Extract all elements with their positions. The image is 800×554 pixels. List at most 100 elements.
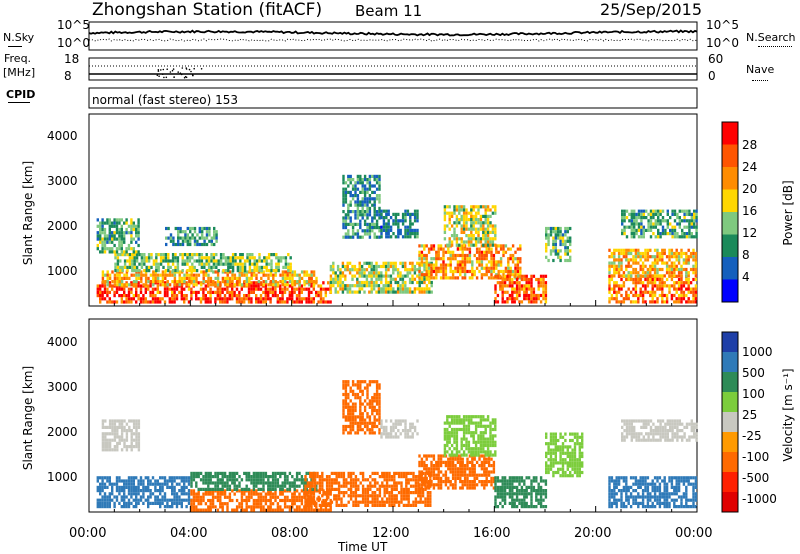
heatmap-cell [342, 178, 345, 182]
heatmap-cell [300, 475, 304, 479]
y-tick-label-power: 1000 [47, 264, 78, 278]
heatmap-cell [255, 265, 259, 269]
heatmap-cell [430, 269, 433, 274]
heatmap-cell [695, 235, 698, 239]
heatmap-cell [479, 218, 483, 222]
heatmap-cell [121, 269, 124, 273]
freq-scatter-point [180, 73, 183, 76]
heatmap-cell [668, 251, 671, 256]
heatmap-cell [106, 234, 109, 238]
heatmap-cell [411, 422, 414, 426]
heatmap-cell [685, 209, 689, 213]
heatmap-cell [180, 498, 183, 502]
heatmap-cell [336, 284, 340, 288]
heatmap-cell [347, 396, 350, 400]
heatmap-cell [137, 419, 141, 423]
heatmap-cell [490, 257, 493, 261]
heatmap-cell [377, 274, 381, 278]
heatmap-cell [487, 260, 491, 264]
heatmap-cell [198, 253, 201, 257]
heatmap-cell [356, 229, 360, 233]
heatmap-cell [322, 287, 325, 291]
heatmap-cell [668, 287, 671, 291]
heatmap-cell [472, 224, 475, 228]
heatmap-cell [468, 276, 472, 280]
heatmap-cell [127, 501, 131, 505]
heatmap-cell [250, 495, 253, 499]
heatmap-cell [449, 250, 452, 254]
heatmap-cell [226, 478, 229, 482]
heatmap-cell [341, 287, 345, 291]
heatmap-cell [639, 255, 642, 259]
heatmap-cell [356, 200, 360, 204]
heatmap-cell [127, 479, 131, 483]
heatmap-cell [518, 281, 521, 285]
heatmap-cell [309, 500, 312, 504]
heatmap-cell [665, 277, 669, 282]
heatmap-cell [532, 297, 536, 301]
heatmap-cell [366, 222, 369, 226]
heatmap-cell [437, 266, 440, 270]
heatmap-cell [267, 481, 270, 485]
heatmap-cell [120, 237, 123, 241]
heatmap-cell [458, 237, 461, 241]
heatmap-cell [494, 227, 497, 231]
heatmap-cell [130, 237, 133, 241]
heatmap-cell [371, 497, 374, 501]
heatmap-cell [539, 293, 543, 298]
heatmap-cell [482, 205, 485, 209]
heatmap-cell [378, 431, 381, 435]
heatmap-cell [390, 487, 394, 491]
heatmap-cell [111, 237, 114, 241]
heatmap-cell [279, 273, 282, 277]
x-tick-label: 04:00 [170, 526, 208, 541]
heatmap-cell [484, 218, 487, 222]
heatmap-cell [125, 294, 128, 298]
heatmap-cell [623, 232, 626, 236]
heatmap-cell [692, 290, 695, 294]
heatmap-cell [681, 232, 684, 236]
heatmap-cell [389, 280, 393, 285]
heatmap-cell [692, 277, 695, 282]
heatmap-cell [101, 290, 104, 294]
heatmap-cell [133, 265, 136, 269]
heatmap-cell [333, 487, 336, 491]
heatmap-cell [462, 205, 466, 209]
heatmap-cell [288, 290, 291, 294]
heatmap-cell [174, 242, 177, 247]
heatmap-cell [552, 246, 555, 250]
heatmap-cell [113, 224, 116, 228]
heatmap-cell [265, 256, 268, 260]
heatmap-cell [132, 224, 135, 228]
heatmap-cell [126, 269, 129, 273]
heatmap-cell [418, 244, 421, 248]
heatmap-cell [108, 221, 111, 225]
heatmap-cell [222, 253, 225, 257]
heatmap-cell [494, 287, 497, 291]
heatmap-cell [442, 276, 445, 280]
heatmap-cell [151, 501, 155, 505]
heatmap-cell [376, 471, 379, 475]
heatmap-cell [677, 271, 681, 275]
heatmap-cell [213, 226, 216, 231]
heatmap-cell [354, 418, 357, 422]
heatmap-cell [106, 247, 109, 251]
heatmap-cell [642, 232, 645, 236]
heatmap-cell [140, 259, 144, 263]
heatmap-cell [303, 287, 306, 291]
heatmap-cell [463, 253, 467, 258]
heatmap-cell [401, 429, 405, 433]
heatmap-cell [378, 491, 382, 495]
heatmap-cell [272, 280, 275, 284]
heatmap-cell [617, 264, 621, 268]
x-axis-label: Time UT [338, 540, 388, 554]
heatmap-cell [336, 280, 340, 285]
heatmap-cell [409, 429, 412, 433]
heatmap-cell [351, 408, 355, 413]
heatmap-cell [137, 227, 140, 232]
heatmap-cell [420, 280, 424, 285]
heatmap-cell [486, 208, 490, 212]
heatmap-cell [443, 218, 447, 222]
heatmap-cell [135, 227, 138, 232]
heatmap-cell [687, 287, 690, 291]
